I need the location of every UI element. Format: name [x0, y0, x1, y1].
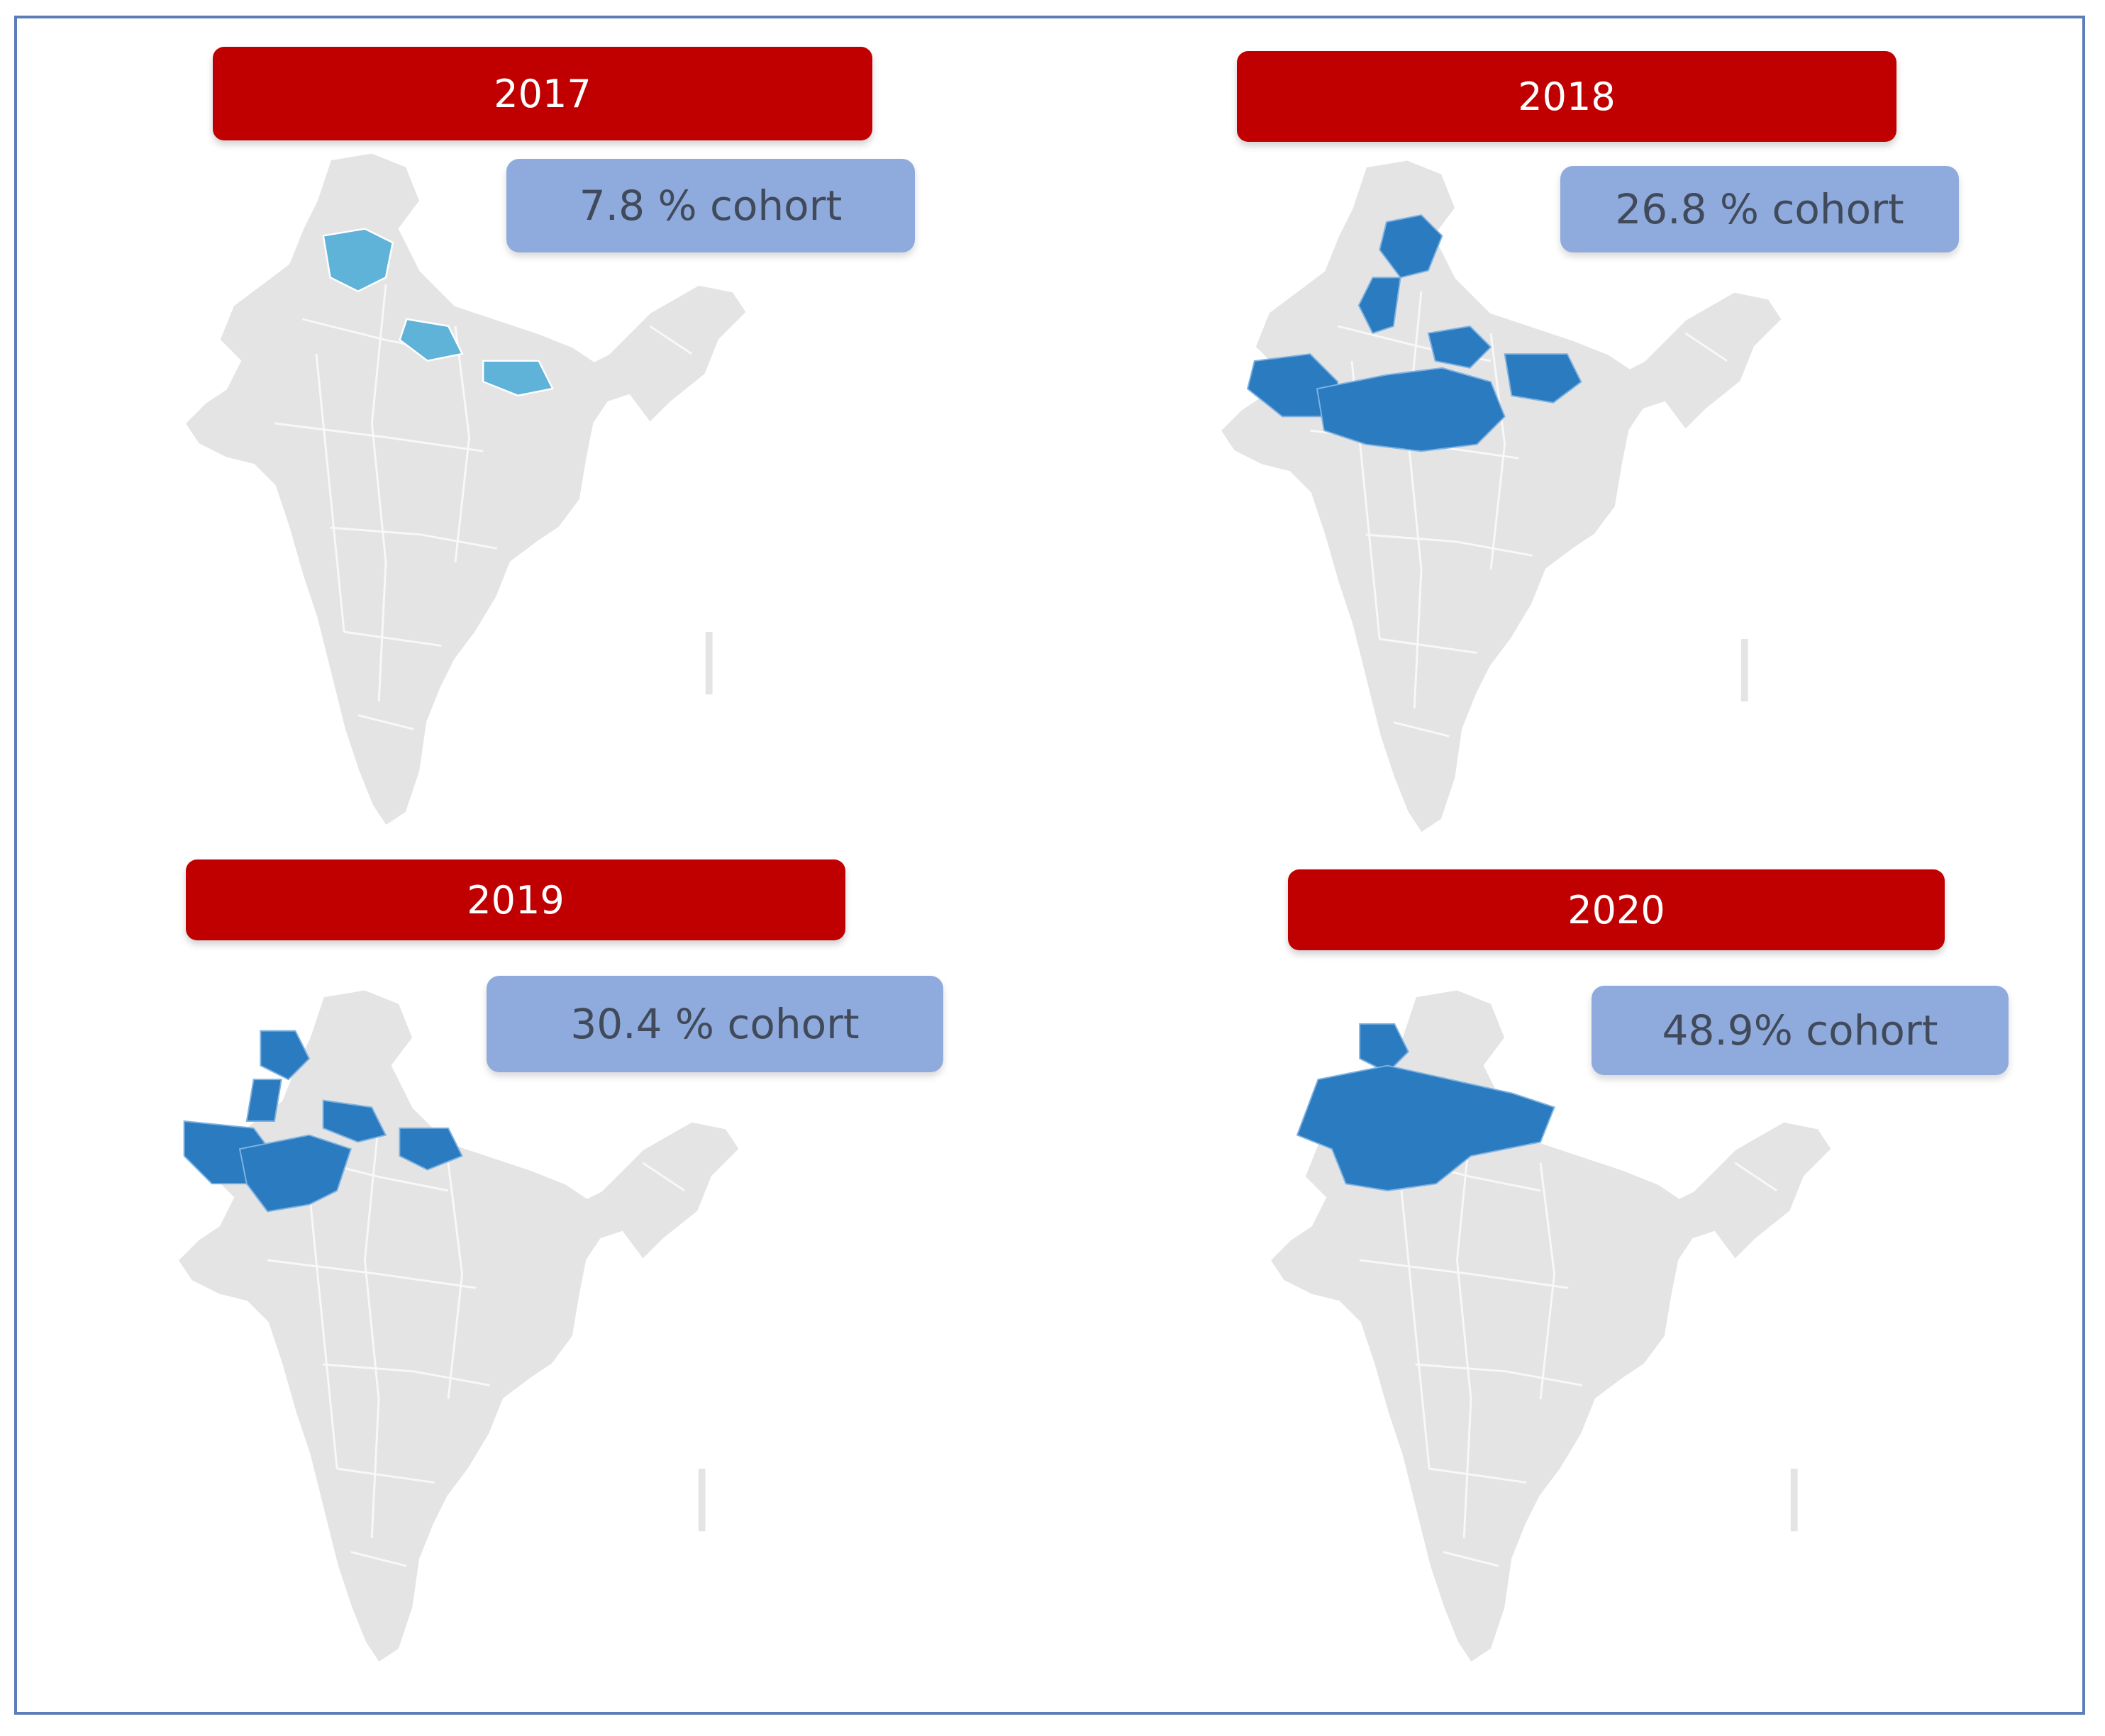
cohort-label-2017: 7.8 % cohort — [506, 159, 915, 252]
eastern-plains-strip — [482, 360, 555, 397]
cohort-label-2018: 26.8 % cohort — [1560, 166, 1959, 252]
central-belt — [1316, 367, 1506, 452]
india-map-2019 — [170, 975, 865, 1684]
highlight-regions-2020 — [1296, 1023, 1555, 1191]
highlight-regions-2019 — [183, 1030, 463, 1213]
north-hill-state — [322, 228, 394, 293]
year-title-2017: 2017 — [213, 47, 872, 140]
india-map-2018 — [1213, 152, 1908, 847]
year-title-2020: 2020 — [1288, 869, 1945, 950]
eastern-plains-strip — [1504, 353, 1582, 404]
north-plains-strip — [1427, 325, 1492, 369]
north-central-block — [1296, 1064, 1555, 1191]
north-plains-strip — [399, 318, 464, 362]
year-title-2019: 2019 — [186, 859, 845, 940]
north-plains-strip — [322, 1099, 387, 1143]
central-belt — [238, 1134, 352, 1213]
north-hill-state — [1359, 1023, 1409, 1074]
north-hill-state — [260, 1030, 311, 1081]
north-hill-state — [1379, 214, 1443, 279]
north-west-strip — [245, 1079, 282, 1122]
figure-frame — [14, 16, 2085, 1715]
eastern-plains-strip — [399, 1127, 463, 1171]
india-map-2017 — [177, 145, 872, 840]
india-map-2020 — [1262, 975, 1957, 1684]
highlight-regions-2017 — [322, 228, 555, 397]
cohort-label-2020: 48.9% cohort — [1592, 986, 2009, 1075]
north-west-strip — [1357, 277, 1401, 334]
cohort-label-2019: 30.4 % cohort — [487, 976, 943, 1072]
year-title-2018: 2018 — [1237, 51, 1896, 142]
highlight-regions-2018 — [1246, 214, 1582, 452]
